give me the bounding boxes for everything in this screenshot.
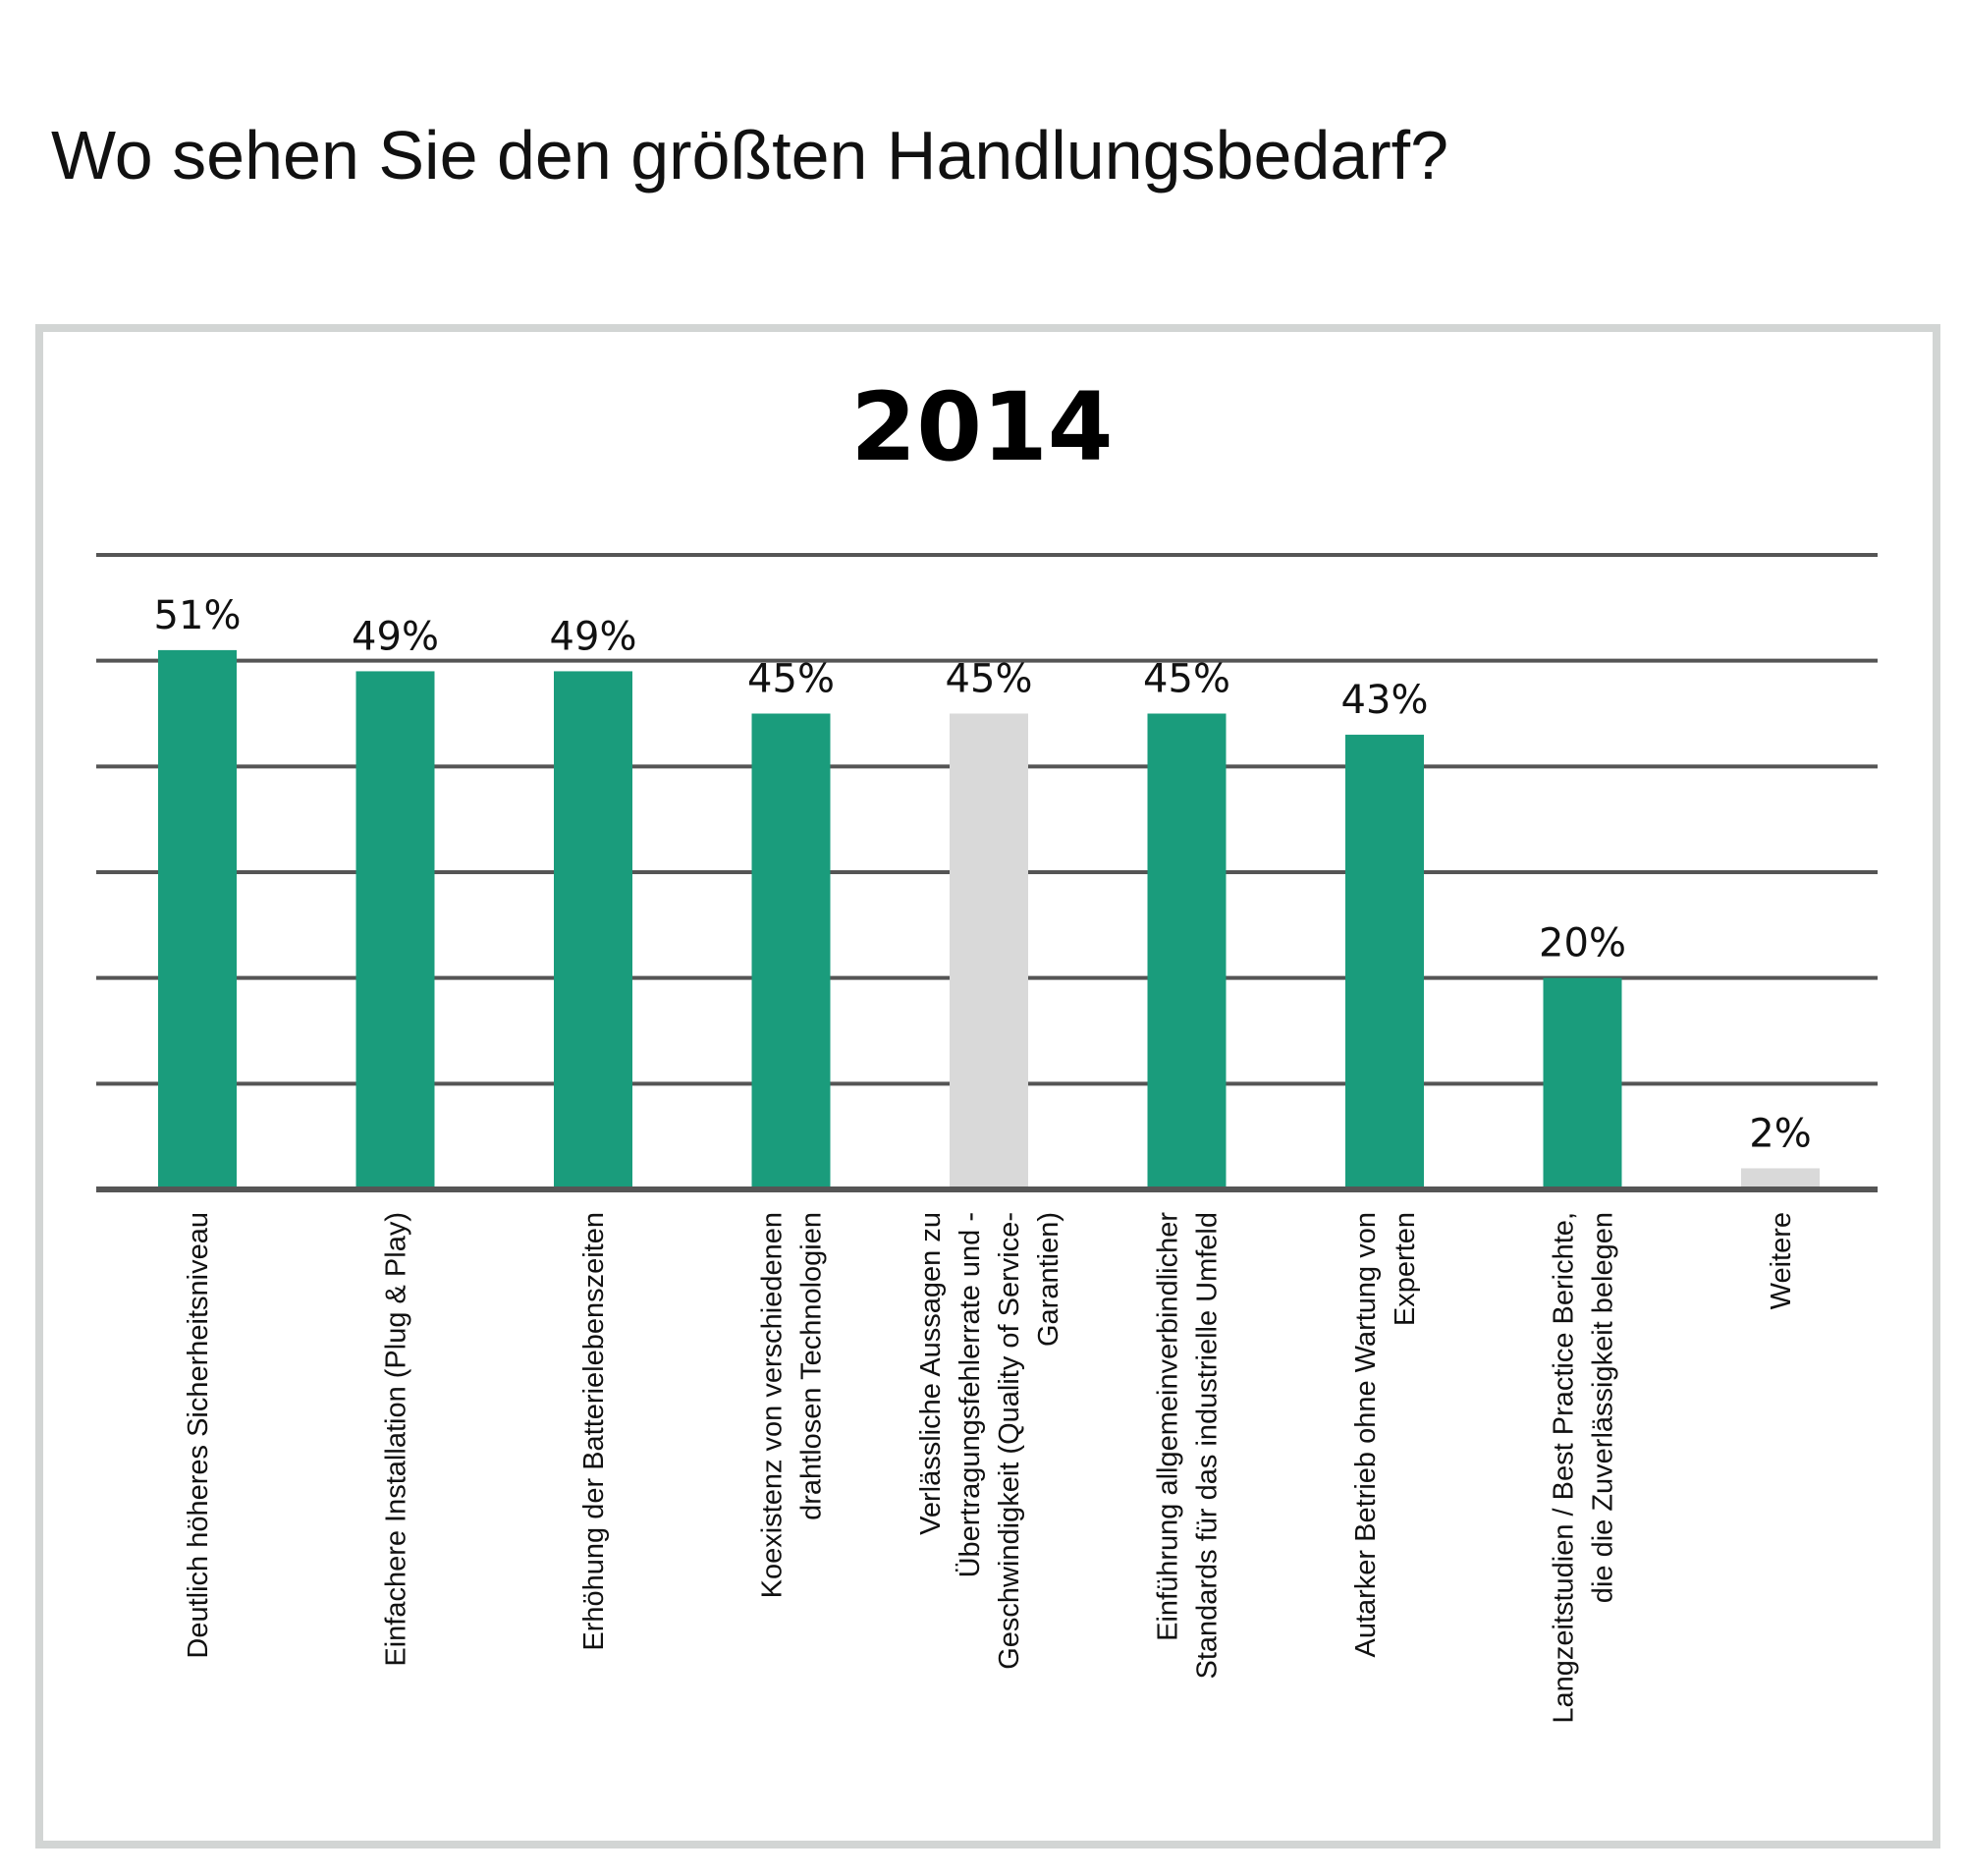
data-label: 43% bbox=[1341, 678, 1429, 723]
category-label: Langzeitstudien / Best Practice Berichte… bbox=[1549, 1212, 1619, 1724]
category-label-line: Autarker Betrieb ohne Wartung von bbox=[1350, 1212, 1382, 1658]
category-label-line: Verlässliche Aussagen zu bbox=[915, 1212, 947, 1535]
category-label-line: Weitere bbox=[1766, 1212, 1797, 1309]
category-label-line: Experten bbox=[1390, 1212, 1421, 1326]
category-label-line: drahtlosen Technologien bbox=[796, 1212, 828, 1520]
bar bbox=[1741, 1168, 1820, 1186]
bar bbox=[950, 713, 1028, 1186]
data-label: 49% bbox=[550, 614, 637, 659]
category-label: Einführung allgemeinverbindlicher Standar… bbox=[1153, 1212, 1224, 1680]
bar bbox=[1147, 713, 1227, 1186]
category-label-line: Einführung allgemeinverbindlicher bbox=[1153, 1212, 1184, 1641]
category-label-line: Langzeitstudien / Best Practice Berichte… bbox=[1549, 1212, 1580, 1724]
bar bbox=[1543, 977, 1622, 1186]
category-label: Deutlich höheres Sicherheitsniveau bbox=[183, 1212, 214, 1659]
category-label: Weitere bbox=[1766, 1212, 1797, 1309]
data-label: 49% bbox=[352, 614, 439, 659]
category-label: Koexistenz von verschiedenen drahtlosen T… bbox=[757, 1212, 828, 1598]
category-label-line: Deutlich höheres Sicherheitsniveau bbox=[183, 1212, 214, 1659]
data-label: 20% bbox=[1539, 921, 1626, 966]
category-label-line: Standards für das industrielle Umfeld bbox=[1192, 1212, 1224, 1680]
category-label-line: Geschwindigkeit (Quality of Service- bbox=[994, 1212, 1025, 1670]
bar bbox=[158, 649, 237, 1186]
bar bbox=[1345, 735, 1424, 1186]
category-label: Erhöhung der Batterielebenszeiten bbox=[578, 1212, 610, 1651]
category-label-line: die die Zuverlässigkeit belegen bbox=[1588, 1212, 1619, 1603]
category-label-line: Übertragungsfehlerrate und - bbox=[955, 1212, 986, 1577]
data-label: 2% bbox=[1749, 1111, 1811, 1156]
category-label-line: Einfachere Installation (Plug & Play) bbox=[381, 1212, 412, 1667]
bar bbox=[355, 671, 435, 1186]
data-label: 45% bbox=[946, 657, 1033, 702]
data-label: 51% bbox=[154, 593, 242, 638]
question-heading: Wo sehen Sie den größten Handlungsbedarf… bbox=[51, 117, 1449, 193]
category-label-line: Erhöhung der Batterielebenszeiten bbox=[578, 1212, 610, 1651]
bar bbox=[554, 671, 632, 1186]
data-label: 45% bbox=[747, 657, 835, 702]
category-label: Verlässliche Aussagen zu Übertragungsfehl… bbox=[915, 1212, 1064, 1670]
category-label: Autarker Betrieb ohne Wartung von Experte… bbox=[1350, 1212, 1421, 1658]
data-label: 45% bbox=[1143, 657, 1230, 702]
category-label-line: Garantien) bbox=[1033, 1212, 1064, 1347]
category-label-line: Koexistenz von verschiedenen bbox=[757, 1212, 789, 1598]
category-label: Einfachere Installation (Plug & Play) bbox=[381, 1212, 412, 1667]
bar bbox=[751, 713, 831, 1186]
chart-title: 2014 bbox=[850, 372, 1113, 482]
